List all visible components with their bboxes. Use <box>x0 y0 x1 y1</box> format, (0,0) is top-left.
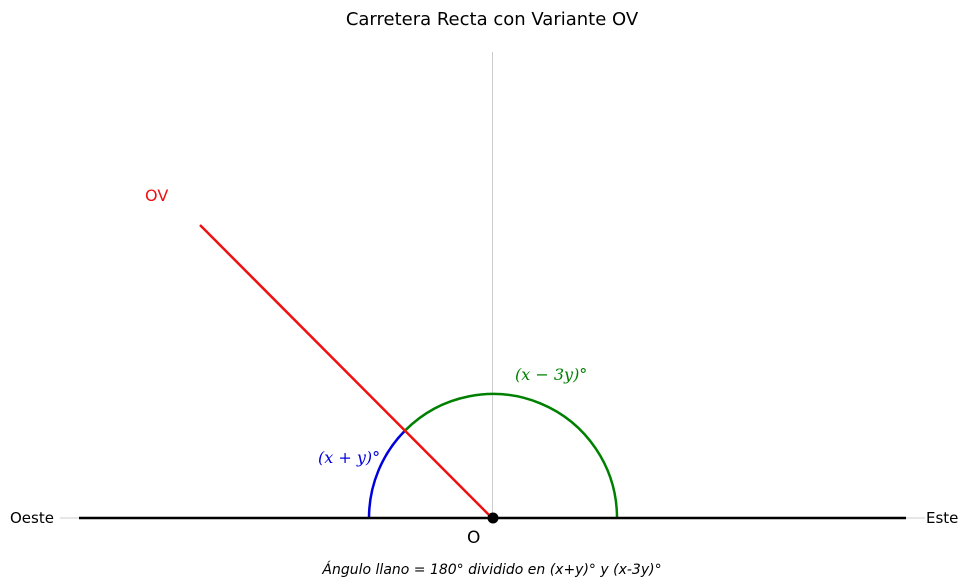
diagram-caption: Ángulo llano = 180° dividido en (x+y)° y… <box>321 561 661 578</box>
angle-label-x-minus-3y: (x − 3y)° <box>515 365 587 384</box>
angle-arc-x-plus-y <box>367 429 407 519</box>
variant-ray-ov <box>199 224 493 519</box>
angle-label-x-plus-y: (x + y)° <box>318 448 380 467</box>
diagram-title: Carretera Recta con Variante OV <box>346 9 639 30</box>
east-label: Este <box>926 509 958 527</box>
ray-label-ov: OV <box>145 186 168 205</box>
origin-label: O <box>467 528 480 548</box>
origin-point <box>487 512 499 524</box>
west-label: Oeste <box>10 509 54 527</box>
angle-arc-x-minus-3y <box>404 392 619 519</box>
